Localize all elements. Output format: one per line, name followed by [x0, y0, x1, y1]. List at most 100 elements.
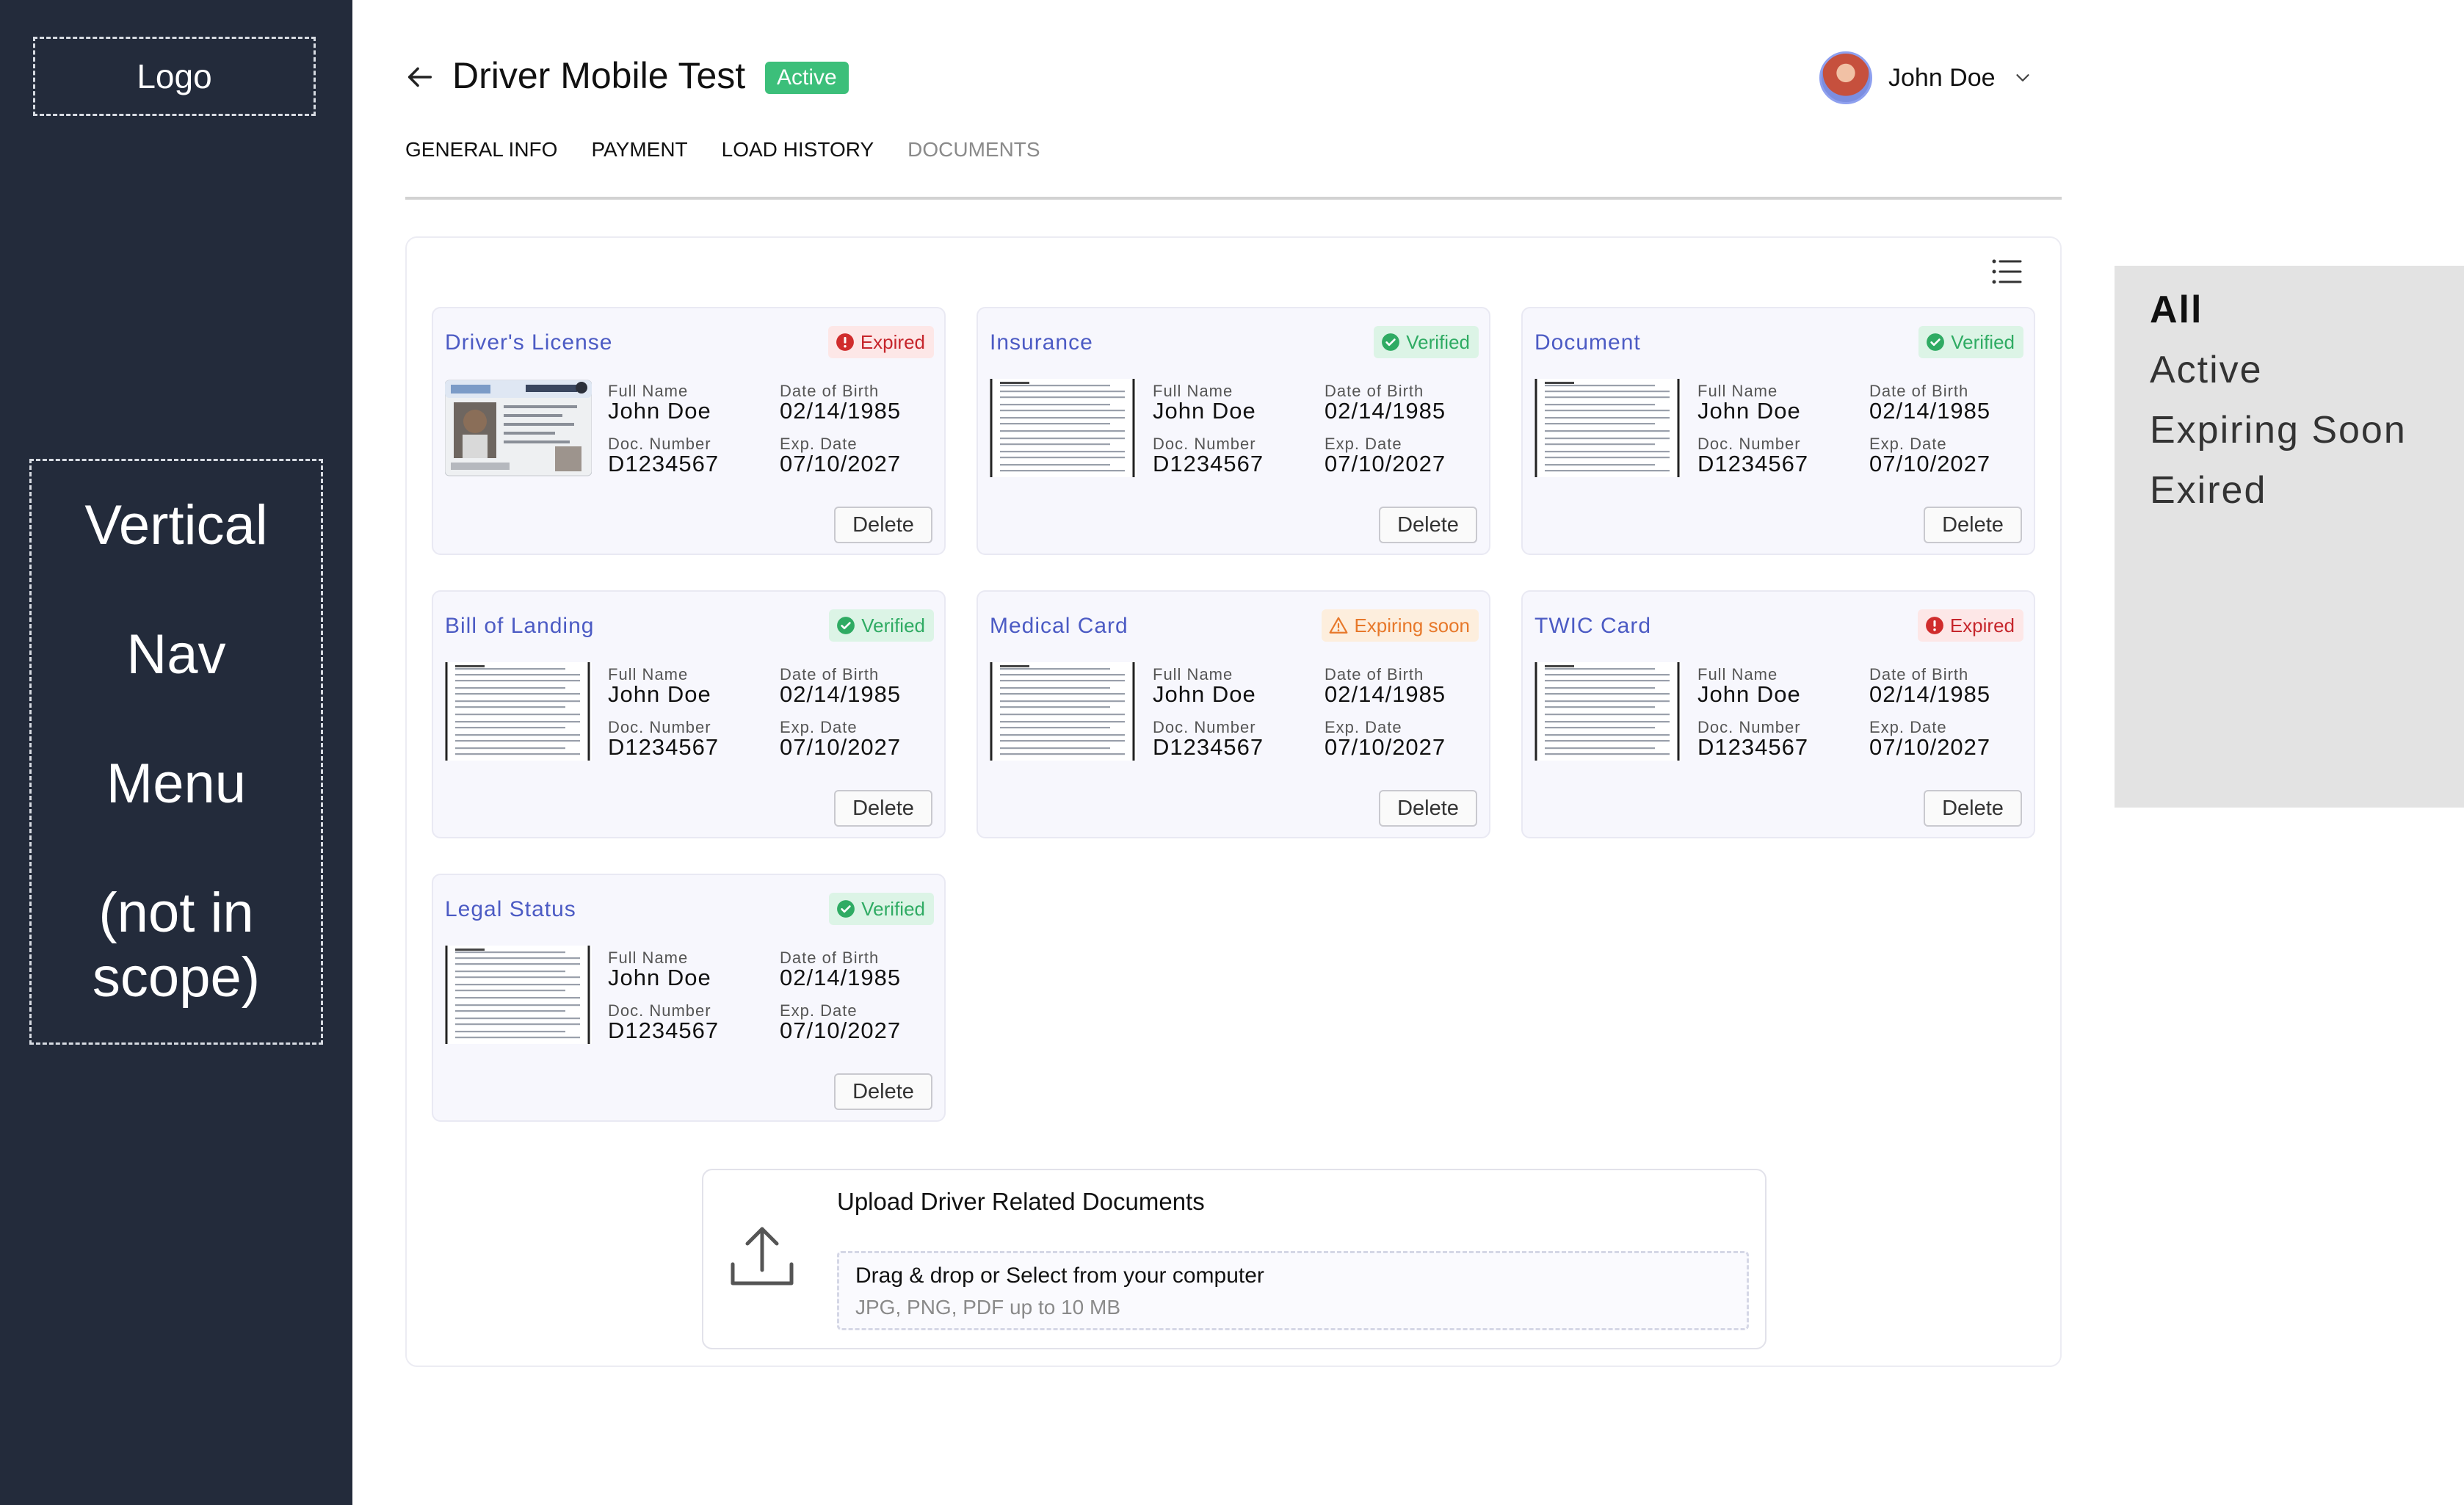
delete-button[interactable]: Delete [1924, 790, 2022, 827]
full-name-label: Full Name [1153, 665, 1233, 683]
exp-date-value: 07/10/2027 [1869, 451, 1991, 476]
full-name-value: John Doe [1697, 681, 1801, 707]
delete-button[interactable]: Delete [1379, 790, 1477, 827]
dob-value: 02/14/1985 [1325, 681, 1446, 707]
filter-expiring-soon[interactable]: Expiring Soon [2150, 409, 2407, 452]
document-status-label: Verified [1951, 331, 2015, 353]
document-status-badge: Expired [827, 326, 934, 358]
upload-icon[interactable] [727, 1223, 797, 1289]
dob-label: Date of Birth [1869, 382, 1969, 400]
alert-circle-icon [1925, 616, 1950, 635]
upload-title: Upload Driver Related Documents [837, 1188, 1205, 1215]
document-thumbnail[interactable] [1534, 379, 1681, 477]
dropzone-hint: JPG, PNG, PDF up to 10 MB [855, 1296, 1121, 1319]
full-name-label: Full Name [608, 665, 689, 683]
document-thumbnail[interactable] [445, 379, 592, 477]
dob-value: 02/14/1985 [780, 965, 902, 990]
dob-label: Date of Birth [1869, 665, 1969, 683]
delete-button[interactable]: Delete [834, 1073, 932, 1110]
tab-load-history[interactable]: LOAD HISTORY [721, 138, 874, 161]
full-name-label: Full Name [608, 949, 689, 967]
list-view-icon[interactable] [1991, 257, 2023, 286]
exp-date-label: Exp. Date [780, 1001, 858, 1020]
exp-date-value: 07/10/2027 [780, 451, 902, 476]
document-title: Bill of Landing [445, 614, 595, 638]
doc-number-label: Doc. Number [608, 435, 711, 453]
logo-label: Logo [137, 57, 212, 95]
document-status-label: Verified [861, 614, 925, 637]
sidebar: Logo Vertical Nav Menu (not in scope) [0, 0, 352, 1505]
document-title: Legal Status [445, 897, 576, 921]
tab-payment[interactable]: PAYMENT [591, 138, 688, 161]
document-status-label: Expired [860, 331, 925, 353]
dob-label: Date of Birth [1325, 665, 1424, 683]
doc-number-value: D1234567 [1153, 734, 1264, 760]
doc-number-value: D1234567 [1697, 734, 1809, 760]
dropzone-instruction[interactable]: Drag & drop or Select from your computer [855, 1263, 1264, 1288]
exp-date-value: 07/10/2027 [1325, 734, 1446, 760]
doc-number-value: D1234567 [608, 1018, 720, 1043]
document-card: Bill of Landing Verified Full Name John Doe… [432, 590, 946, 838]
nav-placeholder-line: Nav [126, 623, 226, 686]
exp-date-value: 07/10/2027 [780, 1018, 902, 1043]
exp-date-value: 07/10/2027 [1869, 734, 1991, 760]
tab-general-info[interactable]: GENERAL INFO [405, 138, 558, 161]
doc-number-value: D1234567 [1153, 451, 1264, 476]
document-thumbnail[interactable] [445, 662, 592, 761]
arrow-left-icon[interactable] [402, 60, 436, 94]
document-card: TWIC Card Expired Full Name John Doe Date of… [1521, 590, 2035, 838]
chevron-down-icon[interactable] [2012, 67, 2034, 89]
user-menu[interactable]: John Doe [1819, 50, 2034, 106]
document-status-badge: Expiring soon [1322, 609, 1479, 642]
dob-value: 02/14/1985 [1869, 398, 1991, 424]
dob-label: Date of Birth [1325, 382, 1424, 400]
document-thumbnail[interactable] [990, 379, 1137, 477]
full-name-value: John Doe [608, 398, 711, 424]
document-title: Insurance [990, 330, 1093, 355]
check-circle-icon [1926, 333, 1951, 352]
full-name-value: John Doe [1697, 398, 1801, 424]
tab-divider [405, 197, 2062, 200]
upload-section: Upload Driver Related Documents Drag & d… [702, 1169, 1767, 1349]
document-thumbnail[interactable] [445, 946, 592, 1044]
file-dropzone[interactable]: Drag & drop or Select from your computer… [837, 1251, 1749, 1330]
document-card: Legal Status Verified Full Name John Doe Dat… [432, 874, 946, 1122]
tab-bar: GENERAL INFO PAYMENT LOAD HISTORY DOCUME… [405, 138, 1074, 162]
doc-number-label: Doc. Number [1153, 435, 1256, 453]
document-status-badge: Verified [1374, 326, 1479, 358]
document-card: Insurance Verified Full Name John Doe Date o… [976, 307, 1490, 555]
dob-label: Date of Birth [780, 949, 880, 967]
delete-button[interactable]: Delete [834, 790, 932, 827]
filter-expired[interactable]: Exired [2150, 469, 2267, 512]
check-circle-icon [836, 899, 861, 918]
exp-date-label: Exp. Date [780, 435, 858, 453]
filter-active[interactable]: Active [2150, 349, 2263, 391]
full-name-label: Full Name [1153, 382, 1233, 400]
dob-label: Date of Birth [780, 382, 880, 400]
nav-placeholder-line: Menu [106, 752, 247, 815]
doc-number-label: Doc. Number [1153, 718, 1256, 736]
document-thumbnail[interactable] [990, 662, 1137, 761]
filter-all[interactable]: All [2150, 289, 2203, 331]
dob-label: Date of Birth [780, 665, 880, 683]
document-status-label: Expiring soon [1354, 614, 1470, 637]
document-title: Driver's License [445, 330, 613, 355]
document-title: Medical Card [990, 614, 1128, 638]
document-card: Document Verified Full Name John Doe Date of… [1521, 307, 2035, 555]
document-status-label: Expired [1949, 614, 2015, 637]
document-thumbnail[interactable] [1534, 662, 1681, 761]
user-name[interactable]: John Doe [1888, 63, 1996, 92]
delete-button[interactable]: Delete [834, 507, 932, 543]
nav-placeholder-line: scope) [92, 946, 261, 1009]
avatar[interactable] [1819, 51, 1872, 104]
exp-date-label: Exp. Date [1869, 718, 1947, 736]
exp-date-label: Exp. Date [1869, 435, 1947, 453]
tab-documents[interactable]: DOCUMENTS [907, 138, 1040, 161]
delete-button[interactable]: Delete [1924, 507, 2022, 543]
dob-value: 02/14/1985 [780, 681, 902, 707]
status-badge: Active [765, 62, 849, 94]
delete-button[interactable]: Delete [1379, 507, 1477, 543]
document-card: Driver's License Expired Full Name John Doe… [432, 307, 946, 555]
doc-number-value: D1234567 [608, 451, 720, 476]
doc-number-label: Doc. Number [608, 1001, 711, 1020]
